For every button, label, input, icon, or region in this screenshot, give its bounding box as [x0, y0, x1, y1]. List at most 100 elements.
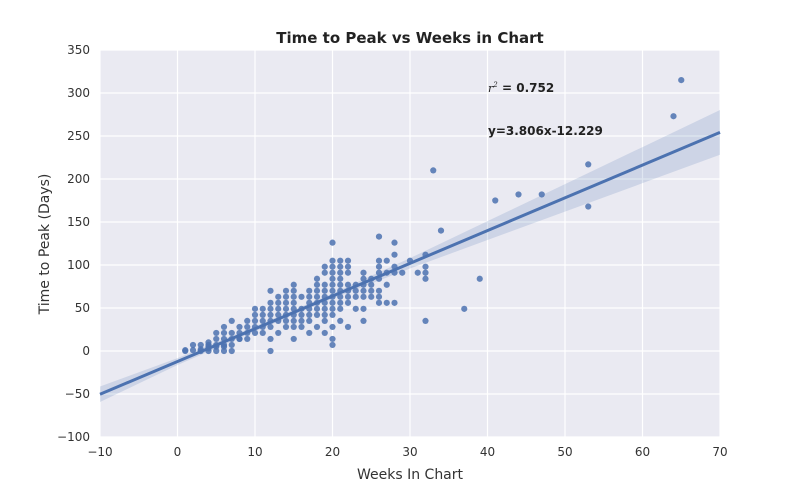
data-point	[321, 287, 328, 294]
data-point	[228, 329, 235, 337]
data-point	[329, 311, 336, 318]
data-point	[344, 263, 352, 270]
data-point	[251, 311, 259, 318]
x-tick-label: 70	[712, 445, 727, 459]
data-point	[244, 323, 251, 331]
data-point	[329, 269, 336, 276]
data-point	[461, 305, 468, 312]
data-point	[337, 317, 344, 324]
data-point	[275, 299, 282, 306]
data-point	[290, 299, 297, 306]
data-point	[538, 191, 545, 198]
data-point	[337, 269, 344, 276]
data-point	[515, 191, 522, 198]
data-point	[236, 323, 243, 331]
data-point	[321, 311, 328, 318]
data-point	[476, 275, 483, 282]
data-point	[251, 305, 259, 312]
data-point	[282, 287, 290, 294]
y-axis-label: Time to Peak (Days)	[37, 174, 53, 316]
data-point	[259, 329, 266, 337]
data-point	[329, 239, 336, 246]
data-point	[337, 257, 344, 264]
data-point	[329, 281, 336, 288]
data-point	[313, 311, 321, 318]
x-tick-label: −10	[87, 445, 112, 459]
data-point	[337, 293, 344, 300]
data-point	[228, 341, 235, 349]
data-point	[329, 257, 336, 264]
data-point	[422, 275, 429, 282]
data-point	[251, 329, 259, 337]
data-point	[290, 281, 297, 288]
data-point	[306, 311, 313, 318]
data-point	[298, 311, 305, 318]
data-point	[298, 323, 305, 331]
data-point	[360, 317, 367, 324]
data-point	[282, 293, 290, 300]
data-point	[344, 281, 352, 288]
x-tick-label: 40	[480, 445, 495, 459]
data-point	[329, 299, 336, 306]
x-tick-label: 30	[402, 445, 417, 459]
y-tick-label: 0	[82, 344, 90, 358]
data-point	[321, 329, 328, 337]
y-tick-labels: −100 −50 0 50 100 150 200 250 300 350	[57, 43, 90, 444]
data-point	[391, 251, 398, 258]
data-point	[414, 269, 421, 276]
data-point	[375, 299, 383, 306]
data-point	[306, 329, 313, 337]
data-point	[213, 347, 220, 355]
data-point	[375, 293, 383, 300]
data-point	[337, 281, 344, 288]
points-layer	[182, 77, 685, 355]
data-point	[189, 347, 197, 354]
data-point	[321, 269, 328, 276]
data-point	[422, 317, 429, 324]
data-point	[267, 305, 274, 312]
data-point	[298, 293, 305, 300]
data-point	[290, 317, 297, 324]
data-point	[313, 287, 321, 294]
y-tick-label: −50	[65, 387, 90, 401]
data-point	[329, 335, 336, 343]
data-point	[228, 347, 235, 355]
data-point	[360, 275, 367, 282]
data-point	[313, 281, 321, 288]
data-point	[290, 293, 297, 300]
data-point	[244, 317, 251, 324]
data-point	[585, 203, 592, 210]
data-point	[282, 305, 290, 312]
y-tick-label: 350	[67, 43, 90, 57]
data-point	[391, 299, 398, 306]
data-point	[275, 329, 282, 337]
data-point	[368, 287, 375, 294]
data-point	[337, 275, 344, 282]
r-squared-symbol: r2	[488, 81, 498, 95]
data-point	[337, 305, 344, 312]
data-point	[282, 317, 290, 324]
data-point	[290, 335, 297, 343]
data-point	[244, 335, 251, 343]
data-point	[220, 323, 228, 331]
data-point	[290, 323, 297, 331]
data-point	[321, 305, 328, 312]
y-tick-label: 50	[75, 301, 90, 315]
data-point	[313, 293, 321, 300]
data-point	[275, 293, 282, 300]
data-point	[329, 287, 336, 294]
data-point	[422, 263, 429, 270]
data-point	[337, 299, 344, 306]
data-point	[344, 299, 352, 306]
data-point	[189, 341, 197, 349]
data-point	[313, 305, 321, 312]
regression-equation: y=3.806x-12.229	[488, 124, 603, 138]
data-point	[585, 161, 592, 168]
r-squared-annotation: r2 = 0.752	[488, 81, 554, 95]
data-point	[182, 347, 189, 354]
data-point	[259, 311, 266, 318]
r-squared-value: = 0.752	[502, 81, 554, 95]
x-axis-label: Weeks In Chart	[357, 467, 464, 483]
data-point	[306, 317, 313, 324]
data-point	[383, 257, 390, 264]
